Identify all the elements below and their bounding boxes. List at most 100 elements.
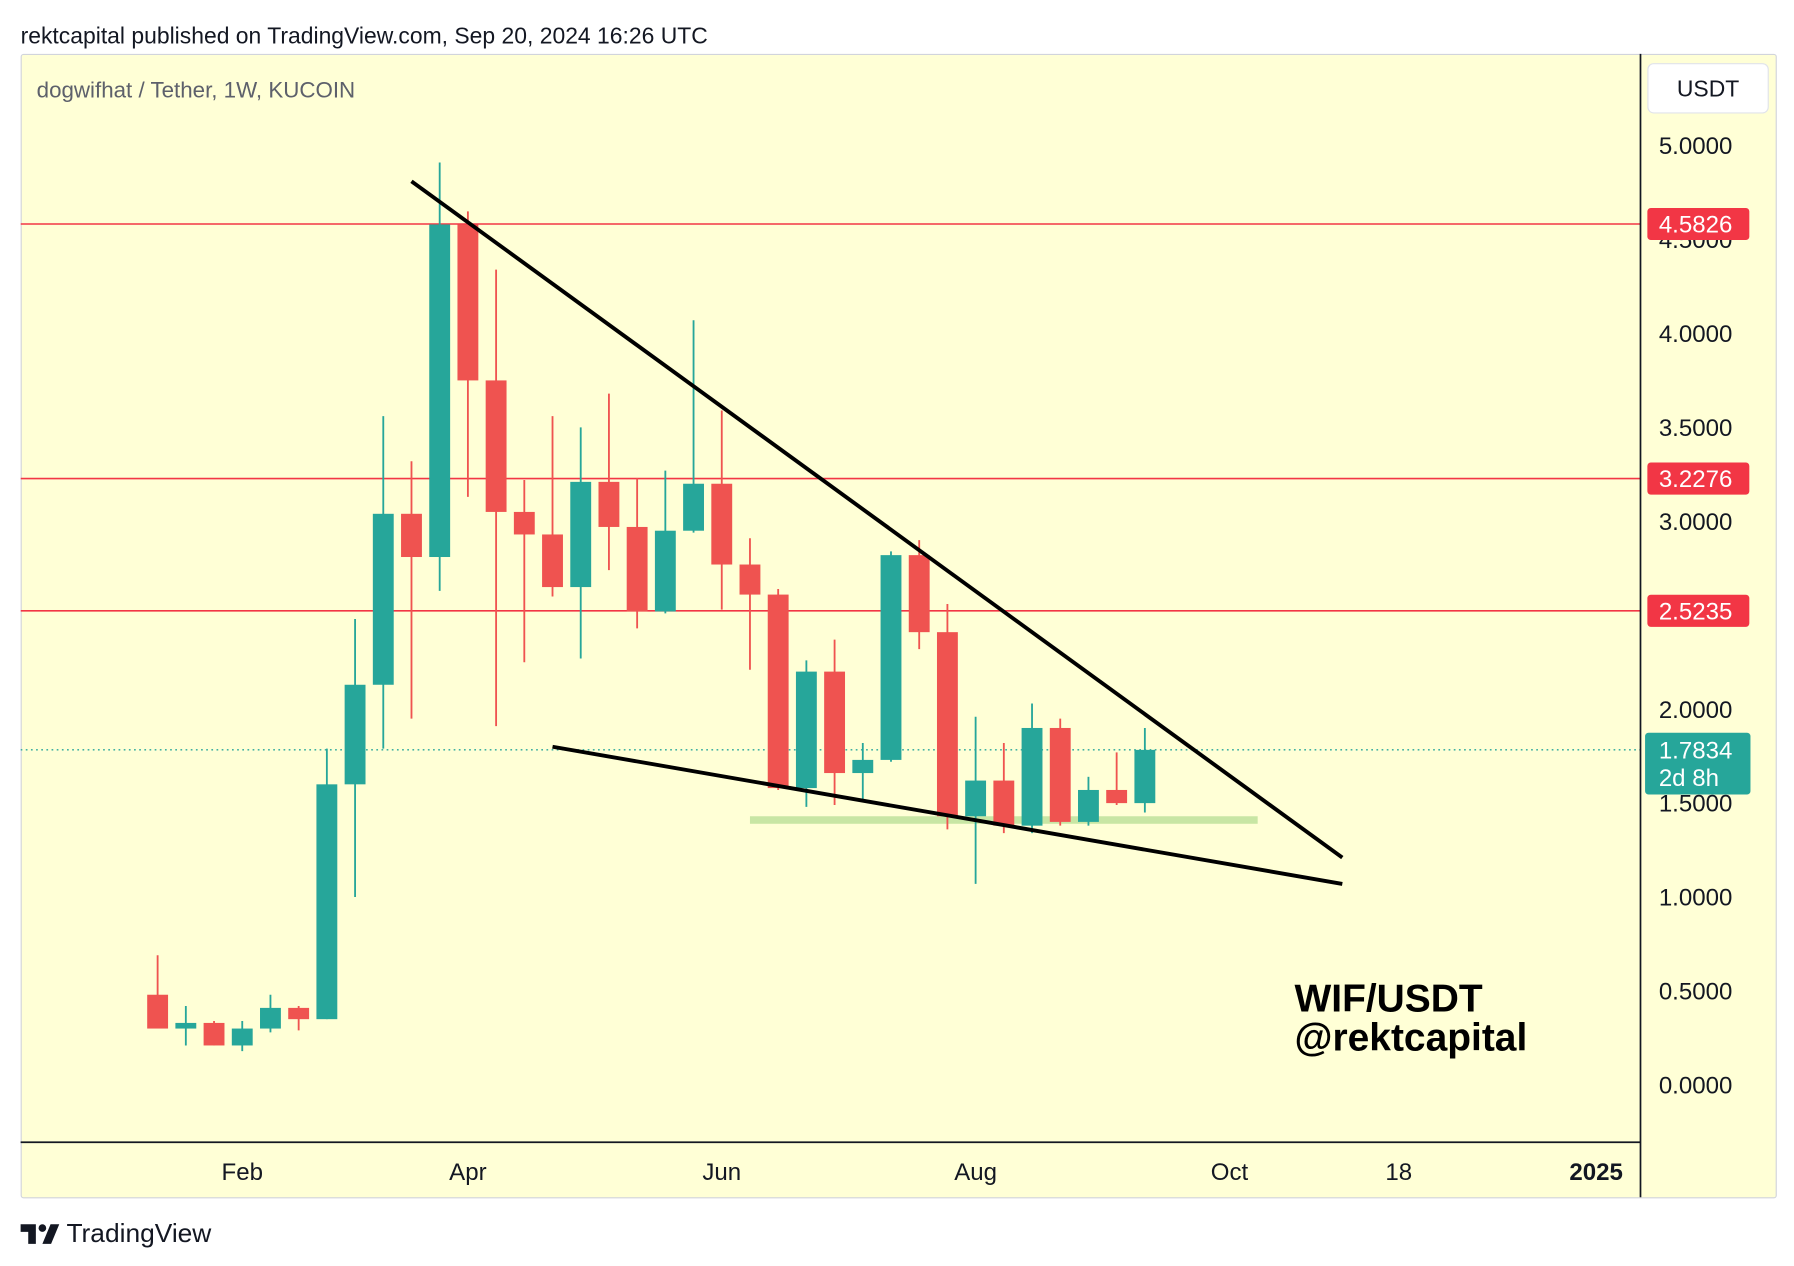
candle <box>147 955 169 1029</box>
candle <box>513 479 535 663</box>
price-axis-tick-label: 3.0000 <box>1659 509 1733 536</box>
candle-body <box>175 1022 197 1029</box>
level-price-tag-bg <box>1647 594 1750 627</box>
candle <box>175 1006 197 1046</box>
price-axis-tick-label: 5.0000 <box>1659 133 1733 160</box>
annotation-author: @rektcapital <box>1295 1017 1528 1060</box>
level-price-tag: 3.2276 <box>1647 462 1750 495</box>
candle <box>203 1021 225 1046</box>
time-axis: Feb Apr Jun Aug Oct 18 2025 <box>222 1159 1623 1186</box>
candle-body <box>908 555 930 633</box>
level-price-tag-bg <box>1647 207 1750 241</box>
candle-body <box>795 671 817 789</box>
currency-button-label[interactable]: USDT <box>1677 75 1739 101</box>
annotation-pair: WIF/USDT <box>1295 978 1483 1021</box>
bar-close-countdown: 2d 8h <box>1659 765 1719 792</box>
candle <box>401 461 422 719</box>
candle <box>880 551 902 762</box>
price-axis-tick-label: 0.0000 <box>1659 1073 1733 1100</box>
price-axis-tick-label: 1.5000 <box>1659 791 1733 818</box>
chart-annotation: WIF/USDT @rektcapital <box>1295 978 1528 1060</box>
candle-body <box>372 513 394 685</box>
candle <box>739 538 761 670</box>
time-axis-tick-label: 18 <box>1385 1159 1412 1186</box>
candle <box>711 410 733 610</box>
candle-body <box>570 481 592 588</box>
candle <box>457 211 479 497</box>
candle-body <box>316 784 338 1020</box>
candle <box>654 470 676 614</box>
currency-button[interactable]: USDT <box>1647 63 1769 114</box>
candle-body <box>1134 749 1156 804</box>
candle <box>1134 727 1156 813</box>
candle <box>316 748 338 1020</box>
level-price-label: 4.5826 <box>1659 212 1733 239</box>
candle <box>993 742 1015 834</box>
candle-body <box>711 483 733 565</box>
level-price-tags: 4.5826 3.2276 2.5235 <box>1647 207 1750 627</box>
time-axis-tick-label: Feb <box>222 1159 263 1186</box>
candle-body <box>1021 727 1043 826</box>
tradingview-brand-text: TradingView <box>66 1218 212 1248</box>
candle-body <box>654 530 676 612</box>
candle-body <box>231 1028 253 1046</box>
candle-body <box>457 224 479 381</box>
candle <box>1106 752 1128 805</box>
currency-button-bg[interactable] <box>1647 63 1769 114</box>
time-axis-tick-label: Apr <box>449 1159 486 1186</box>
candle-body <box>993 780 1015 826</box>
candle <box>795 660 817 807</box>
candle <box>485 269 507 727</box>
trendlines <box>410 179 1344 886</box>
candle <box>908 540 930 650</box>
candle-body <box>626 526 648 612</box>
candle-body <box>1049 727 1071 822</box>
candle <box>288 1006 310 1031</box>
price-axis-tick-label: 4.0000 <box>1659 321 1733 348</box>
candle-body <box>147 994 169 1029</box>
candle <box>852 742 874 802</box>
level-price-label: 2.5235 <box>1659 598 1733 625</box>
candle <box>260 994 281 1033</box>
level-lines-layer <box>20 223 1641 612</box>
candle <box>626 478 648 629</box>
candle <box>1078 776 1099 826</box>
candle <box>570 427 592 659</box>
candle <box>767 588 789 790</box>
footer: TradingView <box>20 1218 212 1248</box>
candle-body <box>513 511 535 535</box>
last-price-tag-bg <box>1645 732 1751 795</box>
candle-body <box>880 555 902 760</box>
publish-info: rektcapital published on TradingView.com… <box>21 23 708 49</box>
price-axis: 0.0000 0.5000 1.0000 1.5000 2.0000 3.0000 3.50… <box>1659 133 1733 1099</box>
candle <box>372 416 394 749</box>
candle-body <box>767 594 789 789</box>
last-price-value: 1.7834 <box>1659 737 1733 764</box>
candles <box>147 162 1156 1052</box>
time-axis-tick-label: 2025 <box>1569 1159 1623 1186</box>
candle-body <box>936 632 958 817</box>
candle-body <box>1106 789 1128 804</box>
candle-body <box>429 224 451 558</box>
candle <box>344 619 366 898</box>
candle-body <box>965 780 987 817</box>
price-pane <box>20 162 1641 1052</box>
candle <box>1049 718 1071 826</box>
candle-body <box>485 380 507 512</box>
candle-body <box>344 684 366 785</box>
candle <box>542 416 563 597</box>
candle-body <box>598 481 620 527</box>
time-axis-tick-label: Jun <box>702 1159 741 1186</box>
candle <box>683 320 704 533</box>
candle-body <box>683 483 704 531</box>
candle <box>231 1021 253 1052</box>
trendline <box>552 744 1343 886</box>
tradingview-logo-icon <box>20 1224 60 1244</box>
candle-body <box>401 513 422 558</box>
time-axis-tick-label: Oct <box>1211 1159 1249 1186</box>
candle-body <box>852 759 874 774</box>
candle <box>1021 703 1043 834</box>
candle <box>936 603 958 830</box>
